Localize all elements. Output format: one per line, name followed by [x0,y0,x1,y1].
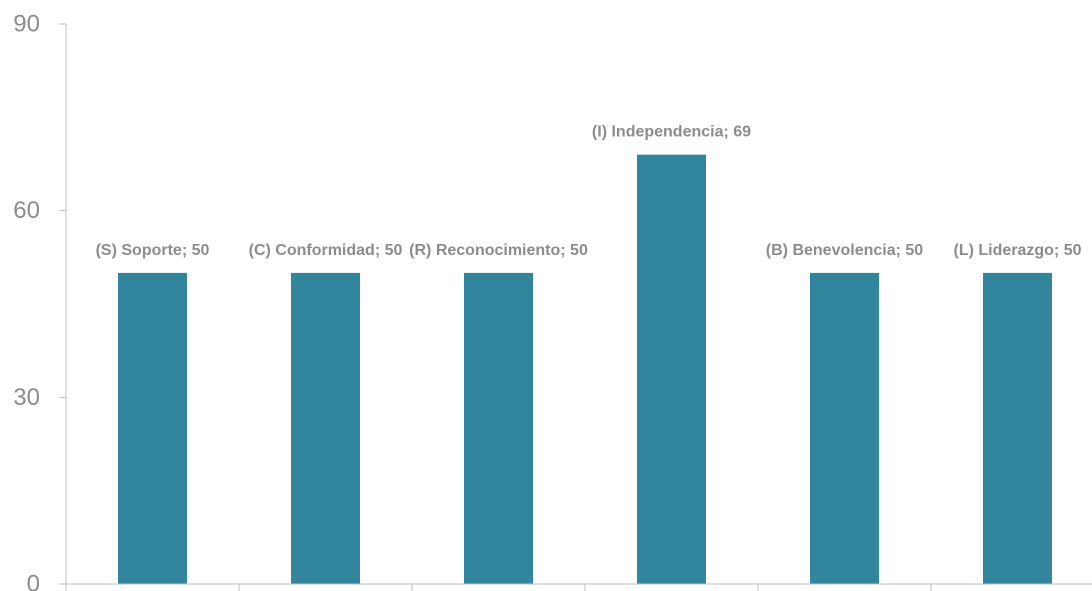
bar [810,272,879,584]
bar [118,272,187,584]
bar [983,272,1052,584]
y-tick-label: 30 [13,384,40,411]
bar-data-label: (R) Reconocimiento; 50 [409,242,588,259]
bar [637,154,706,584]
x-axis-ticks [238,584,932,591]
data-labels: (S) Soporte; 50 (C) Conformidad; 50 (R) Re… [96,124,1082,259]
bar-data-label: (S) Soporte; 50 [96,242,210,259]
y-tick-label: 0 [27,571,40,591]
y-axis-ticks: 0 30 60 90 [13,11,66,591]
bar [464,272,533,584]
bar [291,272,360,584]
bars [118,154,1052,584]
y-tick-label: 90 [13,11,40,38]
bar-data-label: (L) Liderazgo; 50 [953,242,1081,259]
bar-data-label: (C) Conformidad; 50 [249,242,403,259]
y-tick-label: 60 [13,197,40,224]
bar-data-label: (B) Benevolencia; 50 [766,242,923,259]
bar-data-label: (I) Independencia; 69 [592,124,751,141]
